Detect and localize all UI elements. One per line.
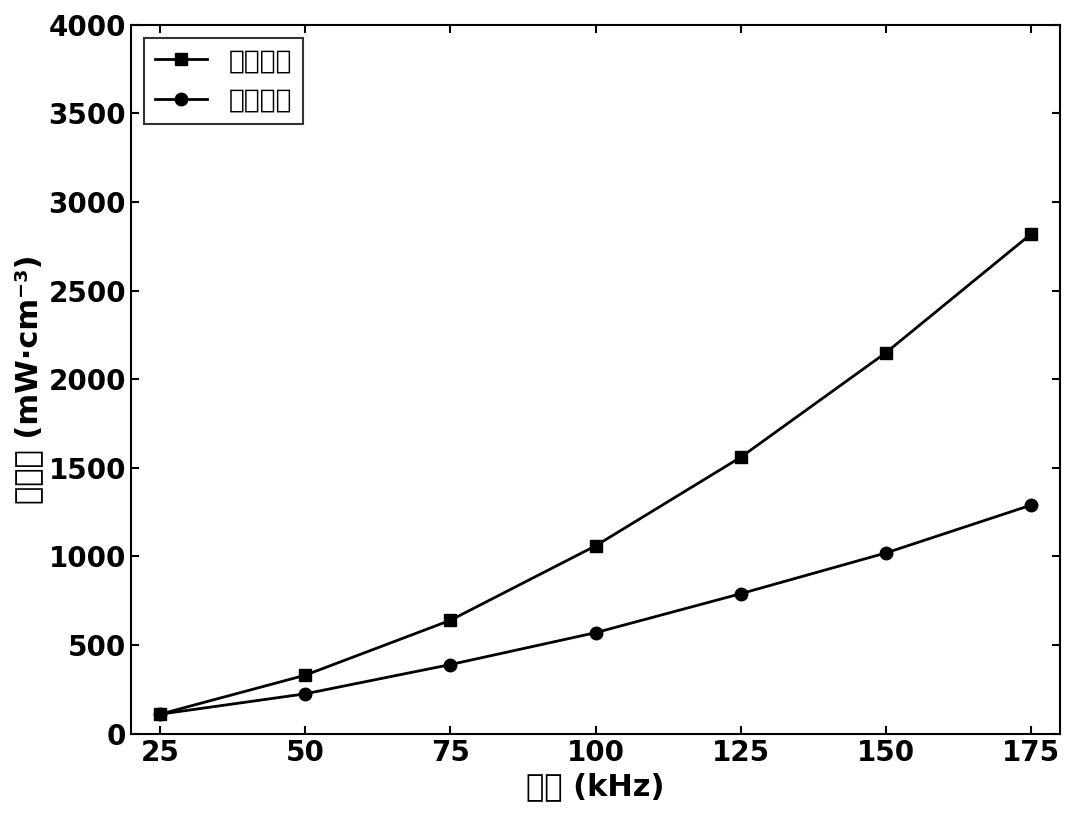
Legend: 磷酸包覆, 原位镡化: 磷酸包覆, 原位镡化	[144, 38, 303, 125]
原位镡化	[589, 628, 602, 637]
原位镡化	[880, 548, 893, 557]
磷酸包覆	[589, 541, 602, 551]
Y-axis label: 磁损耗 (mW·cm⁻³): 磁损耗 (mW·cm⁻³)	[14, 254, 43, 504]
Line: 磷酸包覆: 磷酸包覆	[154, 227, 1037, 720]
原位镡化	[154, 709, 167, 719]
磷酸包覆	[444, 615, 457, 625]
磷酸包覆	[880, 348, 893, 358]
原位镡化	[444, 659, 457, 669]
原位镡化	[1024, 500, 1037, 510]
X-axis label: 频率 (kHz): 频率 (kHz)	[527, 772, 665, 801]
磷酸包覆	[1024, 229, 1037, 239]
磷酸包覆	[298, 670, 311, 680]
磷酸包覆	[154, 709, 167, 719]
原位镡化	[735, 588, 747, 598]
Line: 原位镡化: 原位镡化	[154, 499, 1037, 720]
原位镡化	[298, 689, 311, 698]
磷酸包覆	[735, 452, 747, 462]
